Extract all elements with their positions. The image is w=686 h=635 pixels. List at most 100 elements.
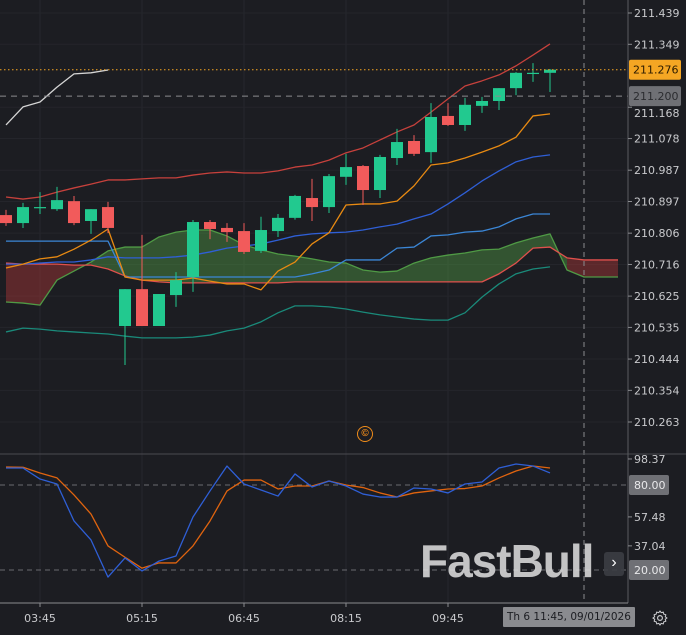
candle-body <box>544 69 556 73</box>
time-axis-label: 03:45 <box>24 612 56 625</box>
price-axis-label: 210.716 <box>634 258 680 271</box>
candle-body <box>34 207 46 209</box>
candle-body <box>255 230 267 251</box>
ichimoku-cloud-segment <box>482 249 499 282</box>
price-axis-label: 210.806 <box>634 227 680 240</box>
scroll-to-latest-button[interactable]: › <box>604 552 624 576</box>
time-axis-label: 06:45 <box>228 612 260 625</box>
price-axis-label: 210.263 <box>634 416 680 429</box>
bollinger-middle-line <box>6 154 551 265</box>
candle[interactable] <box>102 201 114 234</box>
candle[interactable] <box>340 153 352 185</box>
candle[interactable] <box>374 154 386 199</box>
candle-body <box>170 280 182 296</box>
stoch-level-label: 80.00 <box>634 479 666 492</box>
chevron-right-icon: › <box>611 554 617 571</box>
price-axis-label: 210.354 <box>634 384 680 397</box>
candle[interactable] <box>425 103 437 163</box>
candle[interactable] <box>187 219 199 292</box>
price-axis-label: 211.439 <box>634 7 680 20</box>
price-axis-label: 211.168 <box>634 107 680 120</box>
ichimoku-cloud-segment <box>278 254 295 283</box>
base-line <box>6 213 550 278</box>
time-axis-label: 09:45 <box>432 612 464 625</box>
price-badge-label: 211.200 <box>633 90 679 103</box>
candle[interactable] <box>119 289 131 365</box>
candle[interactable] <box>510 72 522 96</box>
candle[interactable] <box>544 68 556 92</box>
price-axis-label: 211.078 <box>634 133 680 146</box>
stoch-k-line <box>6 463 551 578</box>
conversion-line <box>5 113 551 291</box>
candle[interactable] <box>238 223 250 255</box>
span-b-line <box>5 246 618 284</box>
bollinger-upper-line <box>5 43 551 200</box>
candle[interactable] <box>68 195 80 226</box>
candle[interactable] <box>442 103 454 127</box>
candle-body <box>238 231 250 252</box>
ichimoku-cloud-segment <box>23 264 40 306</box>
candle[interactable] <box>153 294 165 327</box>
candle[interactable] <box>408 135 420 156</box>
ichimoku-cloud-segment <box>210 230 227 283</box>
candle[interactable] <box>0 209 12 226</box>
candle[interactable] <box>459 97 471 131</box>
ichimoku-cloud-segment <box>516 238 533 264</box>
candle[interactable] <box>391 128 403 165</box>
price-axis-label: 210.897 <box>634 196 680 209</box>
candle-body <box>425 116 437 153</box>
price-axis-label: 210.625 <box>634 290 680 303</box>
ichimoku-cloud-segment <box>414 257 431 282</box>
ichimoku-cloud-segment <box>363 270 380 282</box>
stoch-axis-label: 37.04 <box>634 540 666 553</box>
candle[interactable] <box>306 178 318 221</box>
price-axis-label: 210.444 <box>634 353 680 366</box>
candle[interactable] <box>204 219 216 240</box>
ichimoku-cloud-segment <box>295 256 312 282</box>
candle[interactable] <box>476 96 488 113</box>
candle-body <box>340 167 352 177</box>
candle[interactable] <box>289 194 301 220</box>
price-badge-label: 211.276 <box>633 64 679 77</box>
stoch-level-badge <box>629 560 669 581</box>
candle-body <box>85 209 97 221</box>
candle[interactable] <box>17 202 29 228</box>
candle[interactable] <box>85 209 97 234</box>
stoch-d-line <box>5 465 551 569</box>
ichimoku-cloud-segment <box>312 258 329 282</box>
price-badge <box>629 59 681 80</box>
stoch-level-label: 20.00 <box>634 564 666 577</box>
candle-body <box>374 156 386 191</box>
price-pane <box>0 43 618 365</box>
candle[interactable] <box>357 164 369 205</box>
ichimoku-cloud-segment <box>465 249 482 282</box>
ichimoku-cloud-segment <box>431 255 448 282</box>
ichimoku-cloud-segment <box>380 271 397 282</box>
candle[interactable] <box>323 174 335 213</box>
candle-body <box>408 140 420 154</box>
candle[interactable] <box>170 272 182 307</box>
copyright-icon: © <box>357 426 373 442</box>
time-axis-label: 08:15 <box>330 612 362 625</box>
ichimoku-cloud-segment <box>499 242 516 274</box>
ichimoku-cloud-segment <box>448 252 465 282</box>
candle-body <box>442 115 454 125</box>
candle[interactable] <box>136 234 148 327</box>
candle[interactable] <box>221 223 233 242</box>
candle[interactable] <box>34 192 46 215</box>
settings-gear-icon[interactable] <box>651 609 669 627</box>
stoch-level-badge <box>629 475 669 495</box>
candle[interactable] <box>527 63 539 82</box>
stoch-axis-label: 98.37 <box>634 453 666 466</box>
ichimoku-cloud-segment <box>91 250 108 269</box>
candle[interactable] <box>255 216 267 253</box>
candle[interactable] <box>493 88 505 111</box>
candle[interactable] <box>51 186 63 211</box>
price-badge <box>629 86 681 107</box>
candle-body <box>391 142 403 159</box>
ichimoku-cloud-segment <box>125 247 142 281</box>
ichimoku-cloud-segment <box>584 259 601 277</box>
candle[interactable] <box>272 214 284 237</box>
candle-body <box>102 207 114 228</box>
